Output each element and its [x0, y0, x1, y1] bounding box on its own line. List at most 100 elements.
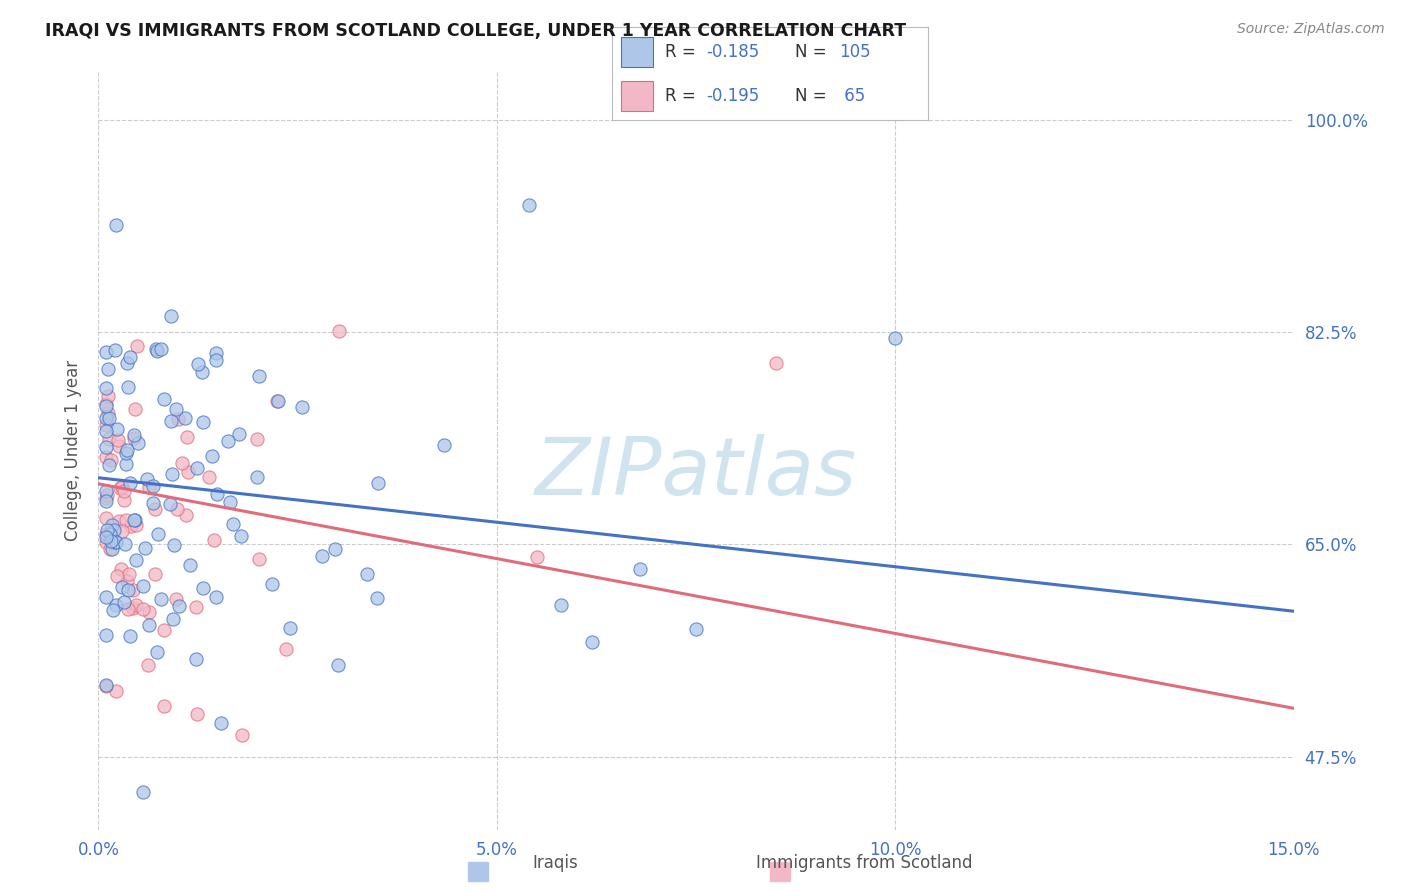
Text: N =: N =: [796, 43, 832, 61]
Point: [111, 480, 134, 494]
Point: [96, 381, 118, 395]
Point: [247, 368, 270, 383]
Point: [96, 524, 118, 538]
Point: [246, 470, 269, 484]
Point: [311, 549, 333, 563]
Point: [110, 481, 132, 495]
Point: [149, 591, 172, 606]
Text: IRAQI VS IMMIGRANTS FROM SCOTLAND COLLEGE, UNDER 1 YEAR CORRELATION CHART: IRAQI VS IMMIGRANTS FROM SCOTLAND COLLEG…: [45, 22, 905, 40]
Point: [366, 591, 388, 606]
Point: [159, 497, 181, 511]
Text: 105: 105: [839, 43, 870, 61]
Point: [166, 502, 188, 516]
Point: [96, 483, 118, 498]
Point: [115, 445, 138, 459]
Point: [118, 628, 141, 642]
Point: [278, 621, 301, 635]
Point: [247, 552, 270, 566]
Point: [96, 491, 118, 505]
Point: [117, 442, 139, 457]
Point: [170, 456, 193, 470]
Point: [96, 534, 118, 549]
Text: R =: R =: [665, 43, 702, 61]
Point: [246, 432, 269, 446]
Point: [112, 492, 135, 507]
Point: [219, 494, 242, 508]
Point: [191, 415, 214, 429]
Point: [125, 553, 148, 567]
Point: [117, 601, 139, 615]
Point: [517, 198, 540, 212]
Point: [526, 549, 548, 564]
Point: [229, 529, 252, 543]
Point: [153, 623, 176, 637]
Point: [201, 449, 224, 463]
Point: [581, 634, 603, 648]
Point: [101, 541, 124, 556]
Point: [169, 599, 191, 614]
Point: [117, 574, 139, 588]
Point: [290, 400, 312, 414]
Text: N =: N =: [796, 87, 832, 105]
Point: [118, 566, 141, 581]
Point: [97, 458, 120, 472]
Point: [231, 728, 253, 742]
Point: [205, 590, 228, 604]
Point: [209, 715, 232, 730]
Point: [100, 453, 122, 467]
Point: [124, 513, 146, 527]
Point: [105, 569, 128, 583]
Point: [367, 475, 389, 490]
Point: [138, 618, 160, 632]
Point: [134, 541, 156, 555]
Point: [107, 434, 129, 448]
Point: [160, 467, 183, 481]
Point: [103, 603, 125, 617]
Point: [146, 644, 169, 658]
Point: [97, 362, 120, 376]
Point: [328, 324, 350, 338]
Point: [143, 502, 166, 516]
Point: [852, 871, 875, 885]
Point: [124, 431, 146, 445]
Point: [146, 343, 169, 358]
Point: [186, 460, 208, 475]
Point: [136, 471, 159, 485]
Point: [222, 517, 245, 532]
Point: [96, 590, 118, 604]
Point: [150, 342, 173, 356]
Point: [433, 437, 456, 451]
Point: [125, 339, 148, 353]
Point: [103, 535, 125, 549]
Point: [101, 518, 124, 533]
Bar: [621, 37, 652, 67]
Point: [122, 427, 145, 442]
Point: [184, 600, 207, 615]
Point: [117, 356, 139, 370]
Point: [107, 421, 129, 435]
Point: [96, 411, 118, 425]
Point: [179, 558, 201, 572]
Point: [262, 577, 284, 591]
Point: [96, 494, 118, 508]
Point: [112, 595, 135, 609]
Point: [142, 496, 165, 510]
Point: [202, 533, 225, 547]
Point: [117, 582, 139, 597]
Point: [136, 658, 159, 673]
Text: R =: R =: [665, 87, 702, 105]
Point: [96, 527, 118, 541]
Point: [266, 393, 288, 408]
Point: [163, 538, 186, 552]
Point: [125, 599, 148, 613]
Point: [112, 484, 135, 499]
Point: [103, 523, 125, 537]
Point: [96, 345, 118, 359]
Point: [120, 475, 142, 490]
Text: Immigrants from Scotland: Immigrants from Scotland: [756, 855, 973, 872]
Point: [153, 699, 176, 714]
Point: [100, 533, 122, 548]
Point: [176, 430, 198, 444]
Point: [153, 392, 176, 407]
Point: [110, 561, 132, 575]
